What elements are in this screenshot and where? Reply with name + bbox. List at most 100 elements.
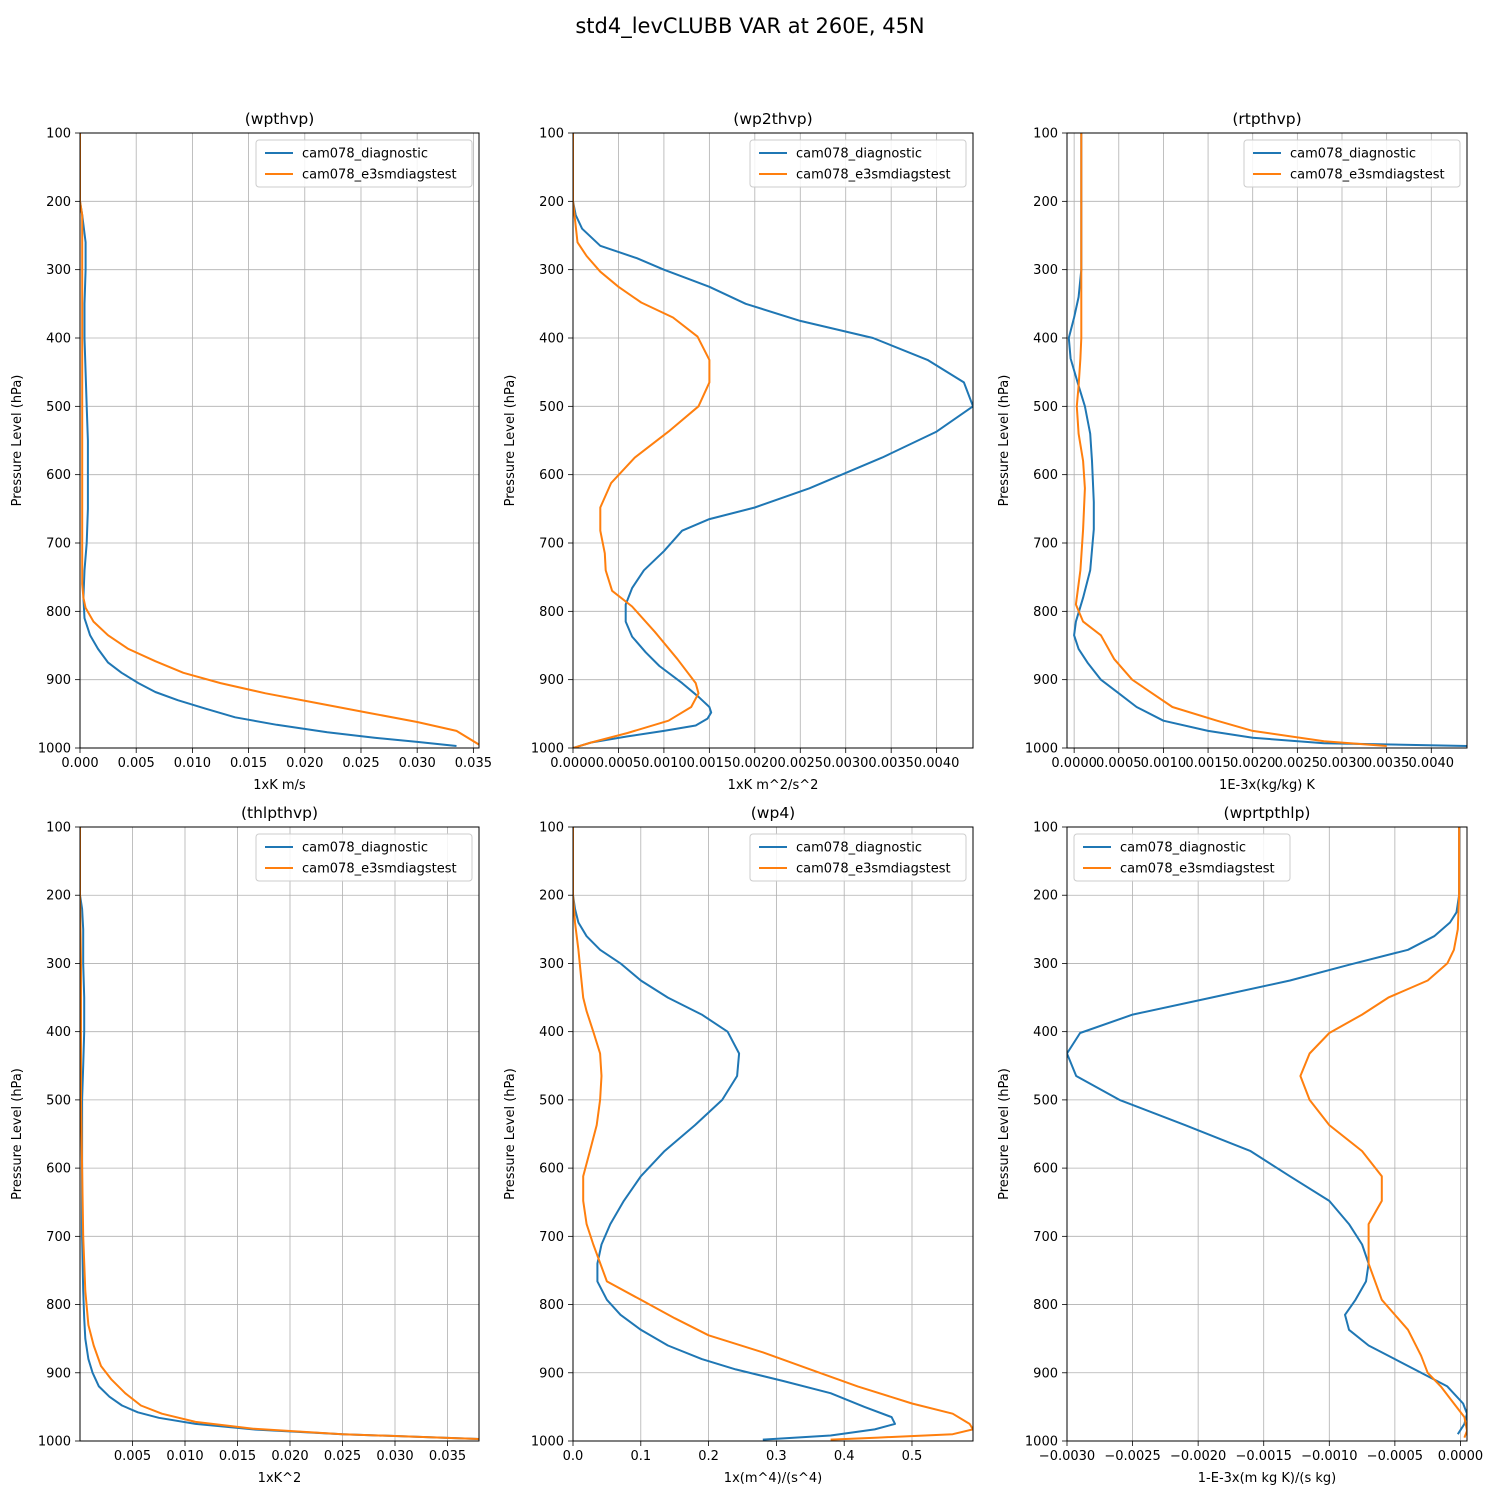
legend-box [749, 833, 967, 882]
x-tick-label: 0.010 [174, 756, 211, 771]
y-axis-label: Pressure Level (hPa) [10, 375, 25, 507]
y-tick-label: 800 [1033, 605, 1058, 620]
chart-panel-3: 0.0000 0.0005 0.0010 0.0015 0.0020 0.0025 0.00… [997, 110, 1468, 793]
y-tick-label: 400 [1033, 332, 1058, 347]
legend: cam078_diagnostic cam078_e3smdiagstest [255, 139, 473, 188]
chart-panel-5: 0.0 0.1 0.2 0.3 0.4 0.5 100 200 300 400 500 600 700 8… [503, 804, 974, 1486]
series-line-e3smdiagstest [573, 827, 973, 1441]
legend-label: cam078_e3smdiagstest [796, 168, 951, 183]
y-tick-label: 300 [539, 263, 564, 278]
y-tick-label: 400 [539, 332, 564, 347]
y-tick-label: 200 [1033, 889, 1058, 904]
series-line-diagnostic [80, 133, 457, 747]
y-tick-label: 400 [539, 1025, 564, 1040]
series-line-diagnostic [80, 827, 479, 1440]
series-line-e3smdiagstest [1299, 827, 1467, 1438]
chart-panel-4: 0.005 0.010 0.015 0.020 0.025 0.030 0.035 100 20… [10, 804, 480, 1486]
x-tick-label: 0.0040 [914, 756, 960, 771]
legend-box [255, 833, 473, 882]
y-axis-label: Pressure Level (hPa) [10, 1068, 25, 1200]
x-tick-label: 0.0000 [550, 756, 596, 771]
x-tick-label: 0.0010 [641, 756, 687, 771]
x-tick-label: 0.005 [118, 756, 155, 771]
y-tick-label: 500 [539, 400, 564, 415]
plot-frame [79, 132, 480, 749]
y-tick-label: 300 [1033, 263, 1058, 278]
x-axis-label: 1xK m/s [253, 778, 306, 793]
y-tick-label: 600 [539, 468, 564, 483]
plot-frame [572, 132, 974, 749]
x-tick-label: 0.0020 [1230, 756, 1276, 771]
legend-box [1243, 139, 1461, 188]
y-axis-label: Pressure Level (hPa) [997, 1068, 1012, 1200]
plot-frame [1066, 132, 1468, 749]
legend-label: cam078_e3smdiagstest [1120, 862, 1275, 877]
x-tick-label: 0.5 [902, 1449, 923, 1464]
legend: cam078_diagnostic cam078_e3smdiagstest [749, 139, 967, 188]
y-tick-label: 1000 [38, 742, 71, 757]
y-axis-label: Pressure Level (hPa) [503, 1068, 518, 1200]
legend-box [1073, 833, 1291, 882]
x-axis-label: 1xK^2 [258, 1471, 302, 1486]
y-tick-label: 800 [46, 1298, 71, 1313]
series-line-e3smdiagstest [80, 133, 479, 746]
y-tick-label: 800 [1033, 1298, 1058, 1313]
x-tick-label: 0.0030 [1319, 756, 1365, 771]
x-tick-label: 0.000 [61, 756, 98, 771]
x-axis-label: 1x(m^4)/(s^4) [724, 1471, 822, 1486]
series-line-diagnostic [1067, 827, 1467, 1435]
legend-box [749, 139, 967, 188]
x-tick-label: 0.030 [399, 756, 436, 771]
chart-panel-1: 0.000 0.005 0.010 0.015 0.020 0.025 0.030 0.035… [10, 110, 492, 793]
x-tick-label: −0.0015 [1236, 1449, 1292, 1464]
y-tick-label: 1000 [531, 742, 564, 757]
y-tick-label: 400 [46, 1025, 71, 1040]
x-tick-label: 0.0015 [687, 756, 733, 771]
chart-title: (wp2thvp) [733, 110, 812, 128]
y-tick-label: 800 [539, 605, 564, 620]
legend-label: cam078_diagnostic [302, 147, 428, 162]
legend-label: cam078_diagnostic [1120, 841, 1246, 856]
series-line-diagnostic [1067, 133, 1467, 747]
y-tick-label: 100 [46, 127, 71, 142]
series-line-e3smdiagstest [573, 133, 711, 748]
plot-frame [79, 826, 480, 1442]
x-tick-label: −0.0030 [1039, 1449, 1095, 1464]
y-tick-label: 300 [539, 957, 564, 972]
y-tick-label: 1000 [531, 1435, 564, 1450]
legend-label: cam078_e3smdiagstest [1290, 168, 1445, 183]
legend-box [255, 139, 473, 188]
series-line-diagnostic [573, 133, 973, 748]
x-tick-label: −0.0025 [1104, 1449, 1160, 1464]
y-tick-label: 500 [1033, 1093, 1058, 1108]
x-tick-label: 0.0005 [596, 756, 642, 771]
y-tick-label: 600 [46, 1162, 71, 1177]
y-tick-label: 900 [539, 673, 564, 688]
y-tick-label: 600 [539, 1162, 564, 1177]
y-tick-label: 700 [539, 537, 564, 552]
series-line-e3smdiagstest [80, 827, 479, 1440]
y-tick-label: 400 [46, 332, 71, 347]
y-tick-label: 100 [539, 821, 564, 836]
legend-label: cam078_e3smdiagstest [796, 862, 951, 877]
x-tick-label: 0.005 [114, 1449, 151, 1464]
x-tick-label: 0.0000 [1051, 756, 1097, 771]
legend-label: cam078_diagnostic [796, 147, 922, 162]
y-tick-label: 100 [1033, 127, 1058, 142]
y-tick-label: 400 [1033, 1025, 1058, 1040]
y-axis-label: Pressure Level (hPa) [503, 375, 518, 507]
x-tick-label: −0.0020 [1170, 1449, 1226, 1464]
x-tick-label: −0.0005 [1367, 1449, 1423, 1464]
x-tick-label: 0.4 [834, 1449, 855, 1464]
x-tick-label: −0.0010 [1301, 1449, 1357, 1464]
legend-label: cam078_diagnostic [1290, 147, 1416, 162]
x-tick-label: 0.0035 [868, 756, 914, 771]
y-tick-label: 700 [539, 1230, 564, 1245]
x-tick-label: 0.0000 [1438, 1449, 1484, 1464]
x-tick-label: 0.3 [766, 1449, 787, 1464]
x-tick-label: 0.0035 [1364, 756, 1410, 771]
legend-label: cam078_diagnostic [302, 841, 428, 856]
y-tick-label: 900 [539, 1366, 564, 1381]
y-tick-label: 500 [539, 1093, 564, 1108]
